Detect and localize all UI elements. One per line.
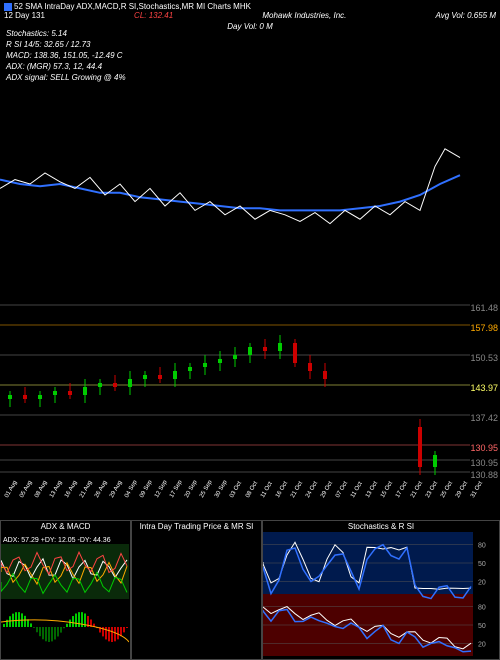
y-level-label: 161.48 (470, 303, 498, 313)
x-date-label: 29 Aug (109, 496, 114, 499)
x-date-label: 17 Sep (169, 496, 174, 499)
x-date-label: 09 Sep (139, 496, 144, 499)
x-date-label: 29 Oct (320, 496, 325, 499)
y-level-label: 137.42 (470, 413, 498, 423)
company-name: Mohawk Industries, Inc. (262, 11, 346, 20)
x-date-label: 30 Sep (214, 496, 219, 499)
adx-macd-panel: ADX & MACD ADX: 57.29 +DY: 12.05 -DY: 44… (0, 520, 131, 660)
sma-legend: 52 SMA IntraDay ADX,MACD,R SI,Stochastic… (4, 2, 251, 11)
x-date-label: 11 Oct (350, 496, 355, 499)
x-date-label: 01 Aug (4, 496, 9, 499)
x-date-label: 25 Oct (440, 496, 445, 499)
x-date-label: 26 Aug (94, 496, 99, 499)
x-date-label: 25 Sep (199, 496, 204, 499)
x-date-label: 03 Oct (229, 496, 234, 499)
x-date-label: 29 Oct (455, 496, 460, 499)
y-level-label: 143.97 (470, 383, 498, 393)
svg-text:20: 20 (478, 642, 486, 649)
x-axis-labels: 01 Aug 05 Aug 08 Aug 13 Aug 16 Aug 21 Aug 26 A… (4, 496, 470, 502)
x-date-label: 16 Aug (64, 496, 69, 499)
x-date-label: 21 Oct (410, 496, 415, 499)
x-date-label: 20 Sep (184, 496, 189, 499)
x-date-label: 07 Oct (335, 496, 340, 499)
x-date-label: 21 Aug (79, 496, 84, 499)
x-date-label: 12 Sep (154, 496, 159, 499)
svg-text:20: 20 (478, 580, 486, 587)
avg-vol: Avg Vol: 0.655 M (436, 11, 496, 20)
y-level-label: 150.53 (470, 353, 498, 363)
intra-chart (132, 532, 260, 656)
x-date-label: 13 Aug (49, 496, 54, 499)
x-date-label: 08 Oct (245, 496, 250, 499)
y-level-label: 157.98 (470, 323, 498, 333)
stochastics-panel: Stochastics & R SI 20 50 80 20 50 80 (262, 520, 500, 660)
adx-chart: ADX: 57.29 +DY: 12.05 -DY: 44.36 (1, 532, 129, 656)
intraday-panel: Intra Day Trading Price & MR SI (131, 520, 262, 660)
y-level-label: 130.95 (470, 458, 498, 468)
x-date-label: 04 Sep (124, 496, 129, 499)
svg-text:50: 50 (478, 561, 486, 568)
svg-text:ADX: 57.29 +DY: 12.05 -DY: 44.: ADX: 57.29 +DY: 12.05 -DY: 44.36 (3, 537, 111, 544)
x-date-label: 17 Oct (395, 496, 400, 499)
intra-panel-title: Intra Day Trading Price & MR SI (132, 521, 261, 532)
adx-panel-title: ADX & MACD (1, 521, 130, 532)
x-date-label: 11 Oct (260, 496, 265, 499)
x-date-label: 21 Oct (290, 496, 295, 499)
x-date-label: 15 Oct (380, 496, 385, 499)
chart-container: 52 SMA IntraDay ADX,MACD,R SI,Stochastic… (0, 0, 500, 660)
stoch-panel-title: Stochastics & R SI (263, 521, 499, 532)
bottom-panels: ADX & MACD ADX: 57.29 +DY: 12.05 -DY: 44… (0, 520, 500, 660)
price-chart (0, 20, 470, 480)
x-date-label: 31 Oct (470, 496, 475, 499)
stoch-chart: 20 50 80 20 50 80 (263, 532, 499, 656)
x-date-label: 13 Oct (365, 496, 370, 499)
x-date-label: 16 Oct (275, 496, 280, 499)
x-date-label: 08 Aug (34, 496, 39, 499)
sma-period: 12 Day 131 (4, 11, 45, 20)
y-level-label: 130.95 (470, 443, 498, 453)
x-date-label: 23 Oct (425, 496, 430, 499)
svg-text:80: 80 (478, 542, 486, 549)
x-date-label: 24 Oct (305, 496, 310, 499)
x-date-label: 05 Aug (19, 496, 24, 499)
svg-text:80: 80 (478, 604, 486, 611)
close-label: CL: 132.41 (134, 11, 173, 20)
svg-text:50: 50 (478, 623, 486, 630)
y-level-label: 130.88 (470, 470, 498, 480)
